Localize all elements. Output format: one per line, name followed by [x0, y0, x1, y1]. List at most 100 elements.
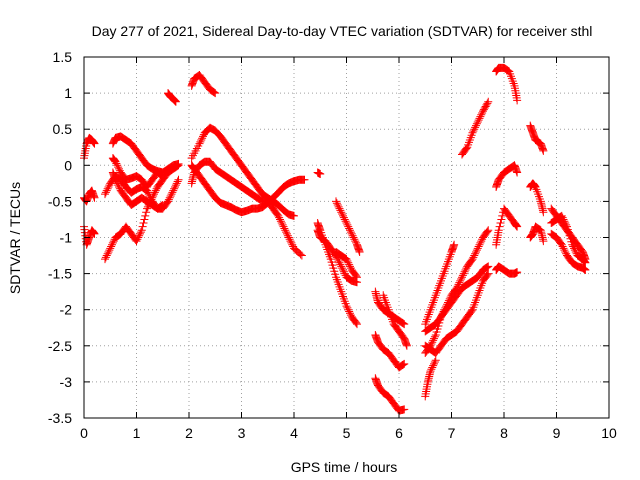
data-point-marker [557, 240, 566, 249]
series-arc-29 [492, 63, 522, 105]
data-point-marker [101, 188, 110, 197]
data-point-marker [470, 125, 479, 134]
data-point-marker [280, 224, 289, 233]
data-point-marker [101, 190, 109, 199]
data-point-marker [135, 231, 144, 240]
data-point-marker [472, 119, 481, 128]
data-point-marker [103, 249, 112, 258]
data-point-marker [90, 193, 99, 202]
data-point-marker [427, 365, 436, 374]
series-arc-19 [371, 287, 409, 329]
data-point-marker [343, 256, 352, 265]
data-point-marker [346, 226, 354, 235]
data-point-marker [103, 184, 112, 193]
data-point-marker [171, 181, 180, 190]
data-point-marker [483, 262, 492, 271]
y-tick-label: -1.5 [48, 266, 72, 282]
data-point-marker [400, 405, 409, 414]
series-arc-1 [80, 133, 99, 163]
data-point-marker [134, 233, 143, 242]
chart-title: Day 277 of 2021, Sidereal Day-to-day VTE… [92, 23, 593, 39]
series-arc-17 [332, 197, 364, 256]
data-point-marker [430, 358, 439, 367]
y-tick-label: -3 [60, 374, 73, 390]
data-point-marker [332, 199, 341, 208]
data-point-marker [333, 201, 342, 210]
data-point-marker [345, 224, 354, 233]
data-point-marker [157, 170, 165, 179]
series-arc-23 [421, 356, 440, 401]
data-point-marker [398, 318, 407, 327]
series-arc-8 [108, 168, 167, 213]
y-tick-label: 0 [64, 157, 72, 173]
series-arc-28 [458, 97, 493, 159]
x-tick-label: 1 [133, 425, 141, 441]
data-point-marker [337, 262, 346, 271]
data-series [80, 63, 590, 415]
data-point-marker [560, 217, 569, 226]
data-point-marker [459, 269, 468, 278]
data-point-marker [90, 139, 99, 148]
series-arc-25 [421, 240, 459, 329]
series-arc-9 [164, 89, 180, 106]
x-axis-label: GPS time / hours [291, 459, 398, 475]
data-point-marker [539, 208, 548, 217]
data-point-marker [166, 191, 175, 200]
data-point-marker [473, 244, 482, 253]
data-point-marker [558, 213, 567, 222]
data-point-marker [460, 267, 469, 276]
data-point-marker [428, 363, 437, 372]
data-point-marker [339, 265, 347, 274]
data-point-marker [476, 112, 485, 121]
data-point-marker [344, 222, 353, 231]
data-point-marker [398, 361, 407, 370]
data-point-marker [497, 215, 506, 224]
data-point-marker [141, 211, 150, 220]
series-arc-37 [547, 229, 590, 274]
data-point-marker [350, 235, 359, 244]
series-arc-30 [492, 161, 522, 191]
data-point-marker [104, 182, 113, 191]
data-point-marker [274, 211, 283, 220]
data-point-marker [429, 336, 438, 345]
data-point-marker [455, 278, 464, 287]
data-point-marker [468, 255, 477, 264]
data-point-marker [145, 191, 154, 200]
data-point-marker [476, 238, 485, 247]
data-point-marker [336, 206, 345, 215]
data-point-marker [276, 215, 284, 224]
data-point-marker [285, 235, 294, 244]
data-point-marker [300, 175, 309, 184]
data-point-marker [539, 237, 548, 246]
data-point-marker [353, 320, 361, 329]
data-point-marker [334, 256, 343, 265]
data-point-marker [400, 320, 409, 329]
data-point-marker [287, 238, 296, 247]
data-point-marker [111, 157, 120, 166]
data-point-marker [339, 267, 348, 276]
data-point-marker [339, 211, 347, 220]
data-point-marker [469, 127, 478, 136]
data-point-marker [570, 246, 579, 255]
data-point-marker [581, 258, 590, 267]
data-point-marker [90, 229, 99, 238]
data-point-marker [114, 163, 123, 172]
data-point-marker [337, 208, 346, 217]
data-point-marker [345, 307, 354, 316]
x-tick-label: 5 [343, 425, 351, 441]
data-point-marker [138, 222, 147, 231]
data-point-marker [495, 222, 504, 231]
data-point-marker [165, 193, 174, 202]
data-point-marker [477, 237, 486, 246]
data-point-marker [400, 359, 409, 368]
data-point-marker [115, 164, 123, 173]
data-point-marker [199, 132, 207, 141]
y-tick-label: -1 [60, 230, 73, 246]
data-point-marker [339, 213, 348, 222]
data-point-marker [581, 265, 590, 274]
data-point-marker [454, 280, 463, 289]
data-point-marker [472, 246, 481, 255]
data-point-marker [457, 275, 466, 284]
data-point-marker [471, 249, 480, 258]
